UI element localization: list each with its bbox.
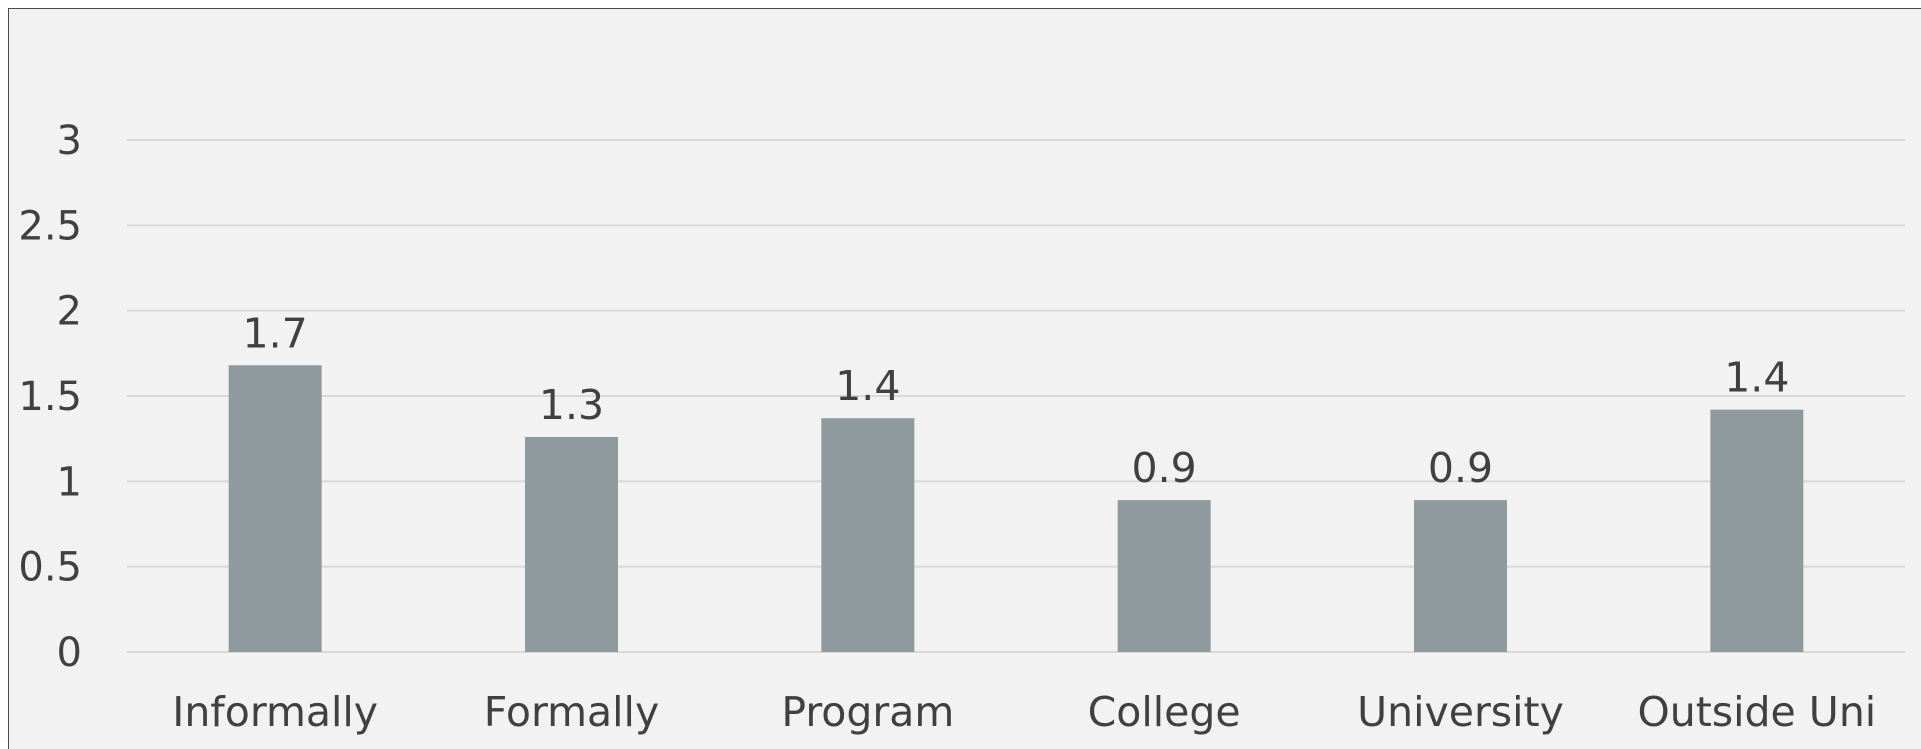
y-tick-label: 0: [57, 630, 82, 676]
y-tick-label: 1: [57, 459, 82, 505]
x-category-label: Program: [781, 688, 954, 736]
data-label: 1.3: [539, 381, 604, 429]
bar-college: [1117, 500, 1211, 652]
y-tick-label: 2: [57, 289, 82, 335]
bar-formally: [525, 436, 618, 652]
chart-frame: [8, 8, 1921, 749]
x-category-label: University: [1357, 688, 1564, 736]
y-tick-label: 3: [57, 118, 82, 164]
y-tick-label: 2.5: [18, 203, 82, 249]
x-category-label: Informally: [172, 688, 378, 736]
bar-outside-uni: [1710, 409, 1804, 652]
data-label: 1.4: [1724, 354, 1789, 402]
bar-university: [1414, 500, 1507, 652]
data-label: 1.4: [835, 362, 900, 410]
x-category-label: Formally: [484, 688, 659, 736]
bar-program: [821, 418, 915, 652]
y-tick-label: 0.5: [18, 545, 82, 591]
x-category-label: Outside Uni: [1637, 688, 1876, 736]
data-label: 0.9: [1132, 444, 1197, 492]
data-label: 0.9: [1428, 444, 1493, 492]
y-tick-label: 1.5: [18, 374, 82, 420]
x-category-label: College: [1088, 688, 1241, 736]
bar-informally: [228, 365, 322, 652]
data-label: 1.7: [243, 309, 308, 357]
